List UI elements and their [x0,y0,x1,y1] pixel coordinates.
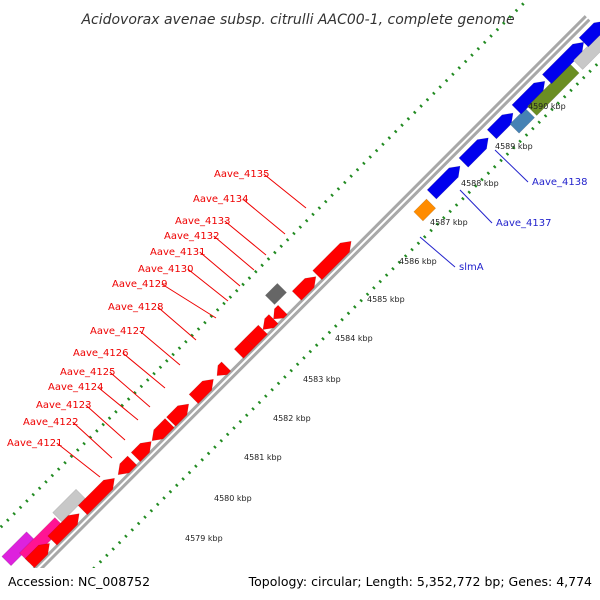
tick-label: 4586 kbp [399,257,437,266]
genome-summary-text: Topology: circular; Length: 5,352,772 bp… [248,574,592,589]
gene-label-left: Aave_4129 [112,279,168,290]
gene-label-left: Aave_4121 [7,438,63,449]
gene-label-left: Aave_4125 [60,367,116,378]
tick-label: 4589 kbp [495,142,533,151]
tick-label: 4590 kbp [528,102,566,111]
gene-label-left: Aave_4127 [90,326,146,337]
feature-red-4124 [151,418,175,442]
gene-label-left-leader [213,235,255,271]
tick-label: 4583 kbp [303,375,341,384]
gene-label-left-leader [263,173,307,209]
gc-skew-inner-line [0,0,530,531]
feature-gray-4132 [264,282,287,305]
gene-label-left-leader [157,306,197,341]
gene-label-left: Aave_4131 [150,247,206,258]
feature-blue-4140 [511,80,546,115]
tick-label: 4584 kbp [335,334,373,343]
gene-label-left-leader [224,220,267,256]
feature-red-4131 [273,304,288,320]
gene-label-right: Aave_4137 [496,218,552,229]
gene-label-left: Aave_4130 [138,264,194,275]
feature-red-4126 [188,378,214,405]
backbone-line-inner [5,15,587,598]
gene-label-left: Aave_4135 [214,169,270,180]
gene-label-right-leader [419,236,456,268]
gene-label-left-leader [72,421,113,459]
gene-label-left-leader [85,404,126,441]
feature-blue-4138 [458,137,489,168]
feature-red-4123 [130,441,152,463]
genome-backbone [5,15,591,600]
gene-label-left-leader [161,283,217,319]
gene-label-left-leader [97,386,139,421]
feature-red-4122 [117,455,138,476]
feature-red-4127 [216,361,232,376]
gene-label-left: Aave_4133 [175,216,231,227]
feature-red-4134 [312,240,352,281]
gene-label-left: Aave_4134 [193,194,249,205]
gene-label-right-leader [494,149,529,183]
gene-features [1,21,600,569]
gene-label-right: slmA [459,262,484,273]
gene-label-left: Aave_4126 [73,348,129,359]
gene-label-left: Aave_4124 [48,382,104,393]
tick-label: 4579 kbp [185,534,223,543]
feature-blue-4137 [426,165,461,200]
feature-red-4133 [291,276,317,301]
tick-label: 4588 kbp [461,179,499,188]
gene-label-left-leader [187,268,229,302]
tick-label: 4581 kbp [244,453,282,462]
gene-label-left-leader [56,442,101,478]
feature-orange-slmA [413,198,437,222]
tick-label: 4585 kbp [367,295,405,304]
tick-label: 4580 kbp [214,494,252,503]
gene-label-left-leader [122,352,166,389]
gene-label-left-leader [199,251,241,287]
backbone-line-outer [8,18,591,600]
tick-label: 4582 kbp [273,414,311,423]
gene-label-left: Aave_4132 [164,231,220,242]
feature-red-4125 [166,403,190,427]
gene-label-left: Aave_4122 [23,417,79,428]
gene-label-left: Aave_4123 [36,400,92,411]
accession-text: Accession: NC_008752 [8,574,150,589]
gene-label-callouts: Aave_4121 Aave_4122 Aave_4123 Aave_4124 Aave… [7,149,588,478]
feature-blue-4139 [486,112,514,140]
feature-red-4121 [77,477,115,516]
gene-label-right-leader [459,189,493,224]
feature-red-4130 [262,314,279,331]
feature-red-4120 [47,513,80,546]
feature-steelblue [509,108,536,134]
gene-label-left-leader [139,330,181,366]
feature-blue-4142 [578,21,600,48]
gene-label-left-leader [109,371,151,408]
feature-red-4129 [245,324,268,348]
map-title: Acidovorax avenae subsp. citrulli AAC00-… [80,12,514,28]
gene-label-left: Aave_4128 [108,302,164,313]
feature-red-4119 [24,543,50,569]
tick-label: 4587 kbp [430,218,468,227]
gc-skew-outer-line [60,59,600,600]
feature-blue-4141 [541,41,585,85]
gene-label-left-leader [242,198,286,235]
gene-label-right: Aave_4138 [532,177,588,188]
footer-background [0,568,600,600]
